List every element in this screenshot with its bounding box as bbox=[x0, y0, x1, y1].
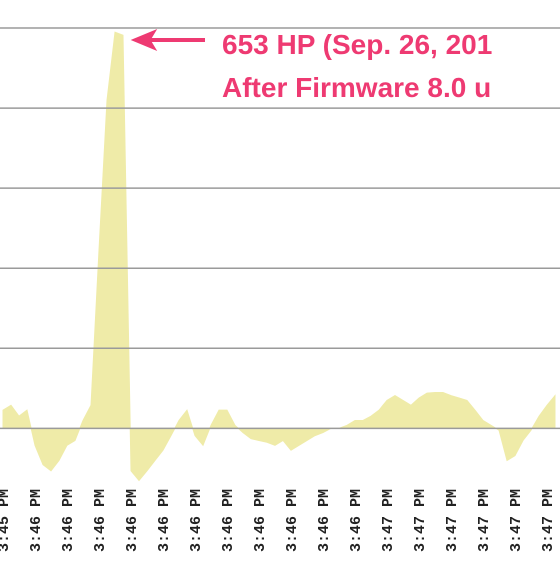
x-tick-label: 3:47 PM bbox=[444, 489, 461, 552]
area bbox=[2, 31, 556, 482]
x-tick-label: 3:46 PM bbox=[220, 489, 237, 552]
x-tick-label: 3:47 PM bbox=[508, 489, 525, 552]
x-tick-label: 3:46 PM bbox=[60, 489, 77, 552]
x-tick-label: 3:46 PM bbox=[316, 489, 333, 552]
arrow-head bbox=[130, 28, 158, 52]
x-tick-label: 3:46 PM bbox=[28, 489, 45, 552]
x-tick-label: 3:46 PM bbox=[348, 489, 365, 552]
x-tick-label: 3:46 PM bbox=[92, 489, 109, 552]
plot bbox=[0, 27, 560, 482]
annotation: 653 HP (Sep. 26, 201 bbox=[222, 29, 492, 60]
x-tick-label: 3:46 PM bbox=[252, 489, 269, 552]
annotation: After Firmware 8.0 u bbox=[222, 72, 491, 103]
x-tick-label: 3:47 PM bbox=[380, 489, 397, 552]
x-tick-label: 3:46 PM bbox=[188, 489, 205, 552]
x-tick-label: 3:47 PM bbox=[540, 489, 557, 552]
x-tick-label: 3:46 PM bbox=[284, 489, 301, 552]
x-tick-label: 3:46 PM bbox=[156, 489, 173, 552]
annotation-arrow bbox=[130, 28, 205, 52]
x-tick-label: 3:45 PM bbox=[0, 489, 13, 552]
x-tick-label: 3:47 PM bbox=[412, 489, 429, 552]
x-tick-label: 3:47 PM bbox=[476, 489, 493, 552]
x-tick-label: 3:46 PM bbox=[124, 489, 141, 552]
